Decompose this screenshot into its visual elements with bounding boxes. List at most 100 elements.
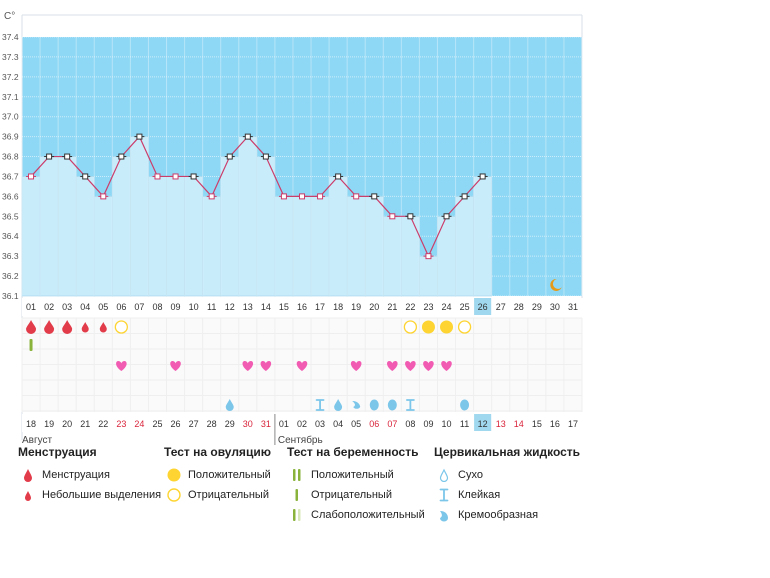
fluid-dry-icon	[334, 399, 343, 411]
unit-label: С°	[4, 11, 16, 22]
temperature-bar	[184, 176, 203, 297]
ovulation-negative-icon	[114, 320, 129, 334]
legend-menstruation-heavy: Менструация	[18, 465, 161, 485]
legend-menstruation-light-label: Небольшие выделения	[42, 489, 162, 501]
temperature-point	[333, 173, 344, 180]
temperature-point	[315, 193, 326, 200]
day-label: 08	[152, 302, 162, 312]
temperature-point	[423, 253, 434, 260]
ovulation-positive-icon	[440, 320, 454, 334]
point-marker	[317, 193, 324, 200]
temperature-bar	[328, 176, 348, 297]
legend-fluid-title: Цервикальная жидкость	[434, 445, 581, 459]
day-label: 15	[279, 302, 289, 312]
y-tick-label: 36.7	[2, 171, 19, 181]
cycle-day-label: 11	[460, 419, 469, 429]
cycle-day-label: 08	[405, 419, 415, 429]
day-label: 11	[207, 302, 216, 312]
day-label: 05	[98, 302, 108, 312]
legend-fluid: Цервикальная жидкость Сухо Клейкая Кремо…	[434, 445, 580, 525]
temperature-bar	[256, 156, 276, 297]
temperature-point	[152, 173, 163, 180]
temperature-point	[116, 153, 127, 160]
point-marker	[335, 173, 342, 180]
day-label: 14	[261, 302, 271, 312]
fluid-creamy-icon	[352, 401, 361, 409]
bbt-chart: 36.1 36.2 36.3 36.4 36.5 36.6 36.7 36.8 36.9 37.0…	[2, 14, 583, 445]
day-label: 09	[171, 302, 181, 312]
cycle-day-label: 25	[152, 419, 162, 429]
cycle-day-label: 21	[80, 419, 90, 429]
day-label: 16	[297, 302, 307, 312]
cycle-day-label: 22	[98, 419, 108, 429]
ovulation-negative-icon	[457, 320, 472, 334]
ovulation-negative-icon	[403, 320, 418, 334]
cycle-day-label: 26	[171, 419, 181, 429]
month-september-label: Сентябрь	[278, 434, 323, 445]
point-marker	[371, 193, 378, 200]
point-marker	[154, 173, 161, 180]
filled-circle-icon	[164, 467, 184, 483]
empty-circle-icon	[164, 487, 184, 503]
temperature-bar	[130, 136, 149, 297]
cycle-day-label: 14	[514, 419, 524, 429]
menstruation-drop-icon	[44, 320, 55, 334]
temperature-bar	[39, 156, 59, 297]
day-label: 23	[423, 302, 433, 312]
cycle-day-label: 05	[351, 419, 361, 429]
temperature-point	[405, 213, 416, 220]
legend-menstruation: Менструация Менструация Небольшие выделе…	[18, 445, 161, 505]
temperature-bar	[455, 196, 474, 297]
pregnancy-test-icon	[29, 339, 33, 351]
fluid-watery-icon	[387, 399, 397, 411]
temperature-point	[441, 213, 452, 220]
point-marker	[244, 133, 251, 140]
point-marker	[353, 193, 360, 200]
point-marker	[425, 253, 432, 260]
point-marker	[389, 213, 396, 220]
legend-pregnancy-negative-label: Отрицательный	[311, 489, 392, 501]
y-tick-label: 37.1	[2, 92, 19, 102]
legend-pregnancy-weak-label: Слабоположительный	[311, 509, 425, 521]
legend-fluid-creamy-label: Кремообразная	[458, 509, 539, 521]
heart-icon	[387, 361, 398, 371]
day-label: 31	[568, 302, 578, 312]
point-marker	[461, 193, 468, 200]
point-marker	[479, 173, 486, 180]
legend-fluid-sticky: Клейкая	[434, 485, 580, 505]
y-tick-label: 36.2	[2, 271, 19, 281]
cycle-day-label: 04	[333, 419, 343, 429]
spotting-drop-icon	[99, 322, 107, 333]
cycle-day-label: 23	[116, 419, 126, 429]
temperature-point	[387, 213, 398, 220]
temperature-point	[98, 193, 109, 200]
y-tick-label: 36.5	[2, 211, 19, 221]
temperature-point	[242, 133, 253, 140]
cycle-day-label: 03	[315, 419, 325, 429]
point-marker	[208, 193, 215, 200]
y-tick-label: 37.0	[2, 112, 19, 122]
temperature-bar	[21, 176, 41, 297]
temperature-bar	[148, 176, 167, 297]
y-tick-label: 37.4	[2, 32, 19, 42]
menstruation-drop-icon	[62, 320, 73, 334]
temperature-point	[224, 153, 235, 160]
cycle-day-label: 19	[44, 419, 54, 429]
y-tick-label: 36.6	[2, 191, 19, 201]
y-tick-label: 36.8	[2, 152, 19, 162]
point-marker	[172, 173, 179, 180]
y-tick-label: 37.3	[2, 52, 19, 62]
temperature-bar	[401, 216, 420, 297]
cycle-axis-strip	[22, 414, 582, 432]
fluid-dry-icon	[225, 399, 234, 411]
temperature-bar	[220, 156, 240, 297]
chart-top-margin	[22, 15, 582, 37]
legend-pregnancy-negative: Отрицательный	[287, 485, 425, 505]
legend-ovulation-positive-label: Положительный	[188, 469, 271, 481]
outline-drop-icon	[434, 467, 454, 483]
x-axis-strip	[22, 298, 582, 316]
y-tick-label: 36.3	[2, 251, 19, 261]
day-label: 25	[460, 302, 470, 312]
cycle-day-label: 31	[261, 419, 271, 429]
temperature-bar	[346, 196, 366, 297]
